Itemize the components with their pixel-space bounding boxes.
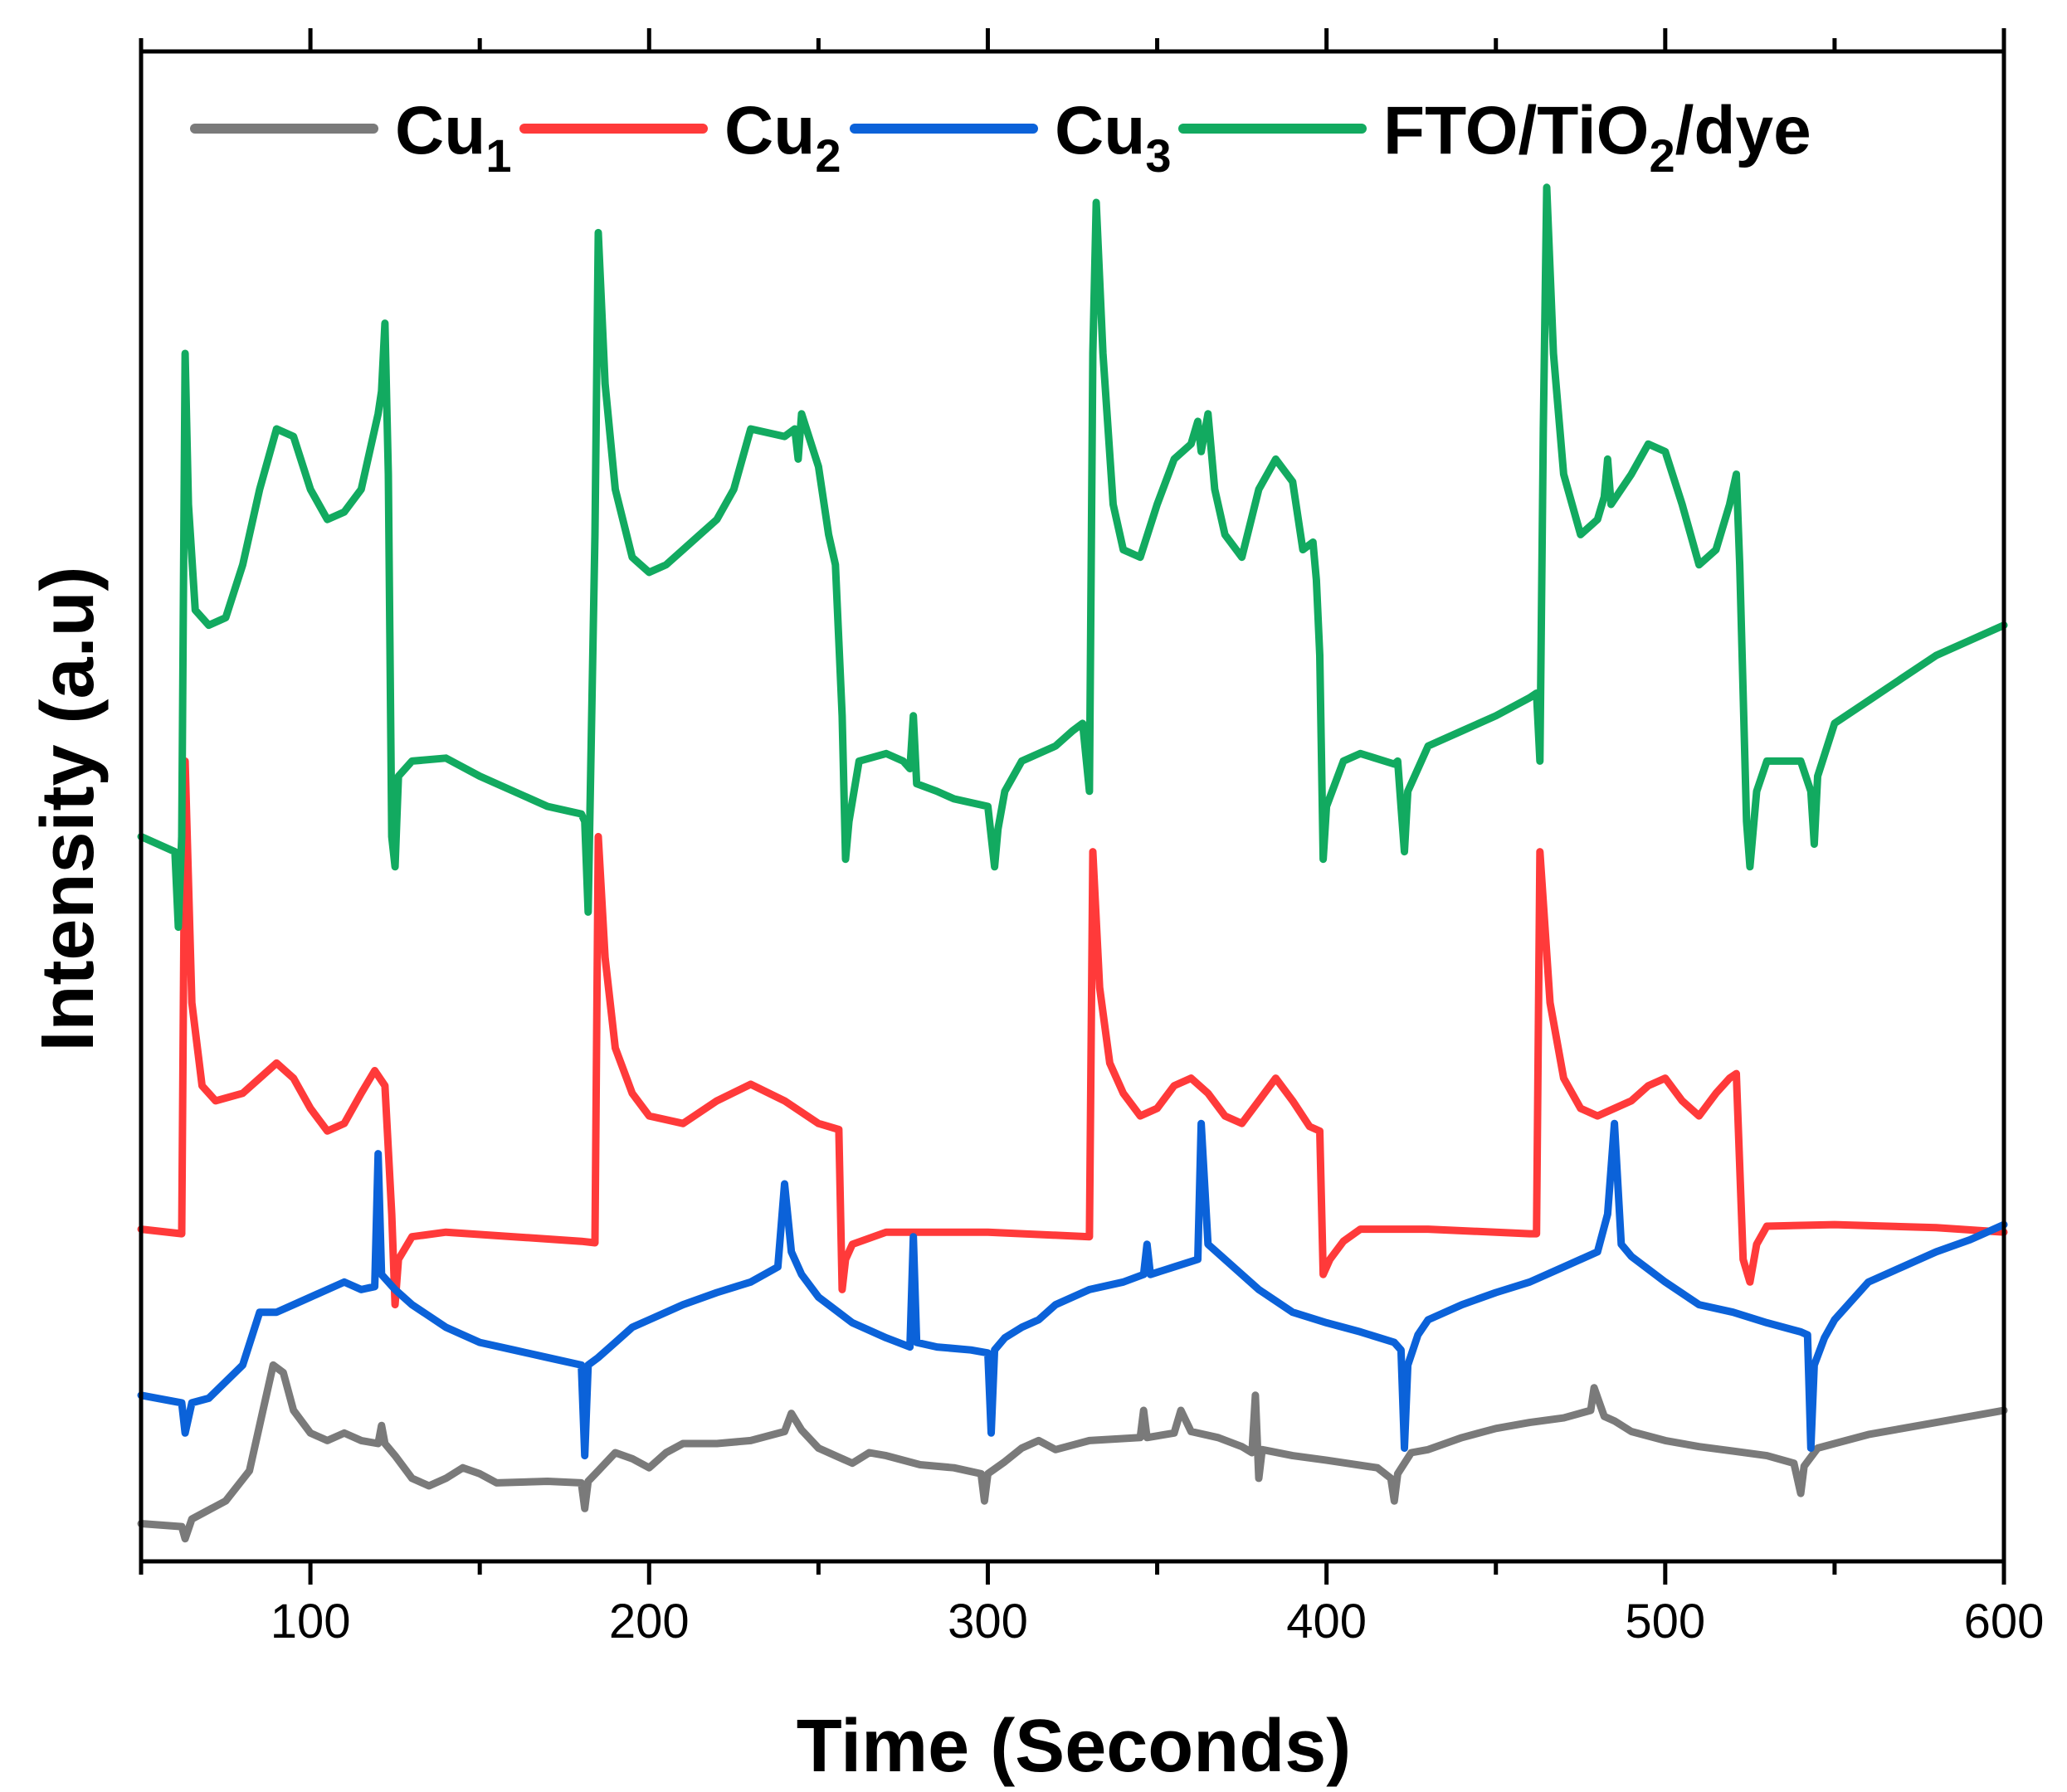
legend: Cu1 Cu2 Cu3 FTO/TiO2/dye <box>190 93 1811 182</box>
x-tick-label: 600 <box>1964 1595 2045 1648</box>
x-tick-label: 200 <box>609 1595 690 1648</box>
legend-label-2: Cu2 <box>724 93 841 182</box>
x-tick-label: 100 <box>271 1595 351 1648</box>
x-tick-label: 500 <box>1625 1595 1705 1648</box>
axes-layer: 100 200 300 400 500 600 <box>139 28 2045 1648</box>
series-layer <box>137 183 2008 1543</box>
series-line-2 <box>137 757 2008 1309</box>
series-line-3 <box>137 1119 2008 1460</box>
series-line-4 <box>137 183 2008 932</box>
x-tick-label: 300 <box>948 1595 1028 1648</box>
legend-label-1: Cu1 <box>395 93 511 182</box>
x-tick-label: 400 <box>1286 1595 1367 1648</box>
y-axis-label: Intensity (a.u) <box>27 566 110 1051</box>
legend-label-4: FTO/TiO2/dye <box>1383 93 1811 182</box>
series-line-1 <box>137 1361 2008 1543</box>
legend-label-3: Cu3 <box>1055 93 1171 182</box>
x-axis-label: Time (Seconds) <box>797 1705 1352 1788</box>
plot-frame <box>139 49 2006 1564</box>
